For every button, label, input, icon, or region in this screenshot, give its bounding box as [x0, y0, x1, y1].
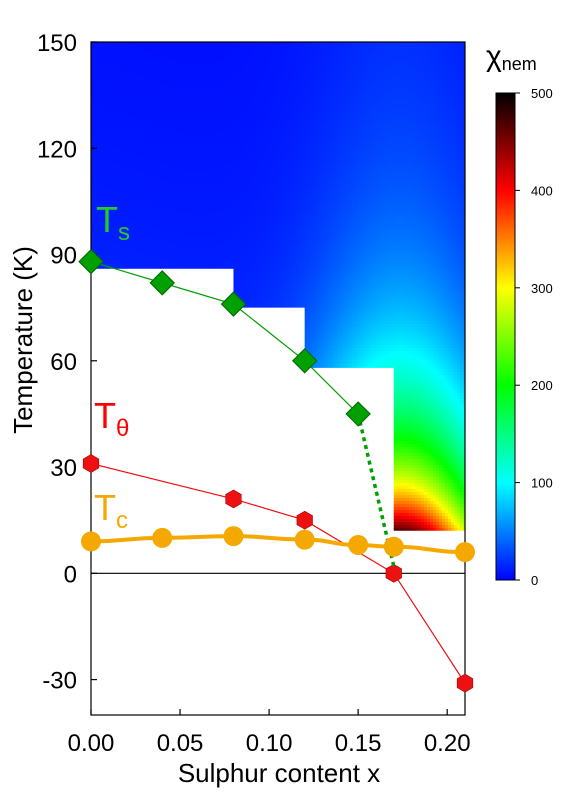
data-point-hexagon: [385, 563, 402, 583]
series-Tθ: [82, 454, 474, 693]
series-line: [90, 534, 466, 555]
x-tick-label: 0.05: [157, 730, 204, 757]
x-tick-label: 0.15: [335, 730, 382, 757]
colorbar-title-main: χ: [486, 40, 502, 73]
colorbar-title: χnem: [486, 40, 537, 74]
x-axis-title: Sulphur content x: [178, 758, 380, 788]
colorbar-gradient: [495, 92, 516, 581]
data-point-circle: [455, 542, 475, 563]
data-point-hexagon: [82, 454, 100, 473]
colorbar: χnem 0 100 200 300 400 500: [486, 40, 553, 588]
x-tick-label: 0.00: [68, 730, 115, 757]
data-point-circle: [383, 536, 404, 557]
nematic-susceptibility-heatmap: [91, 42, 465, 531]
data-point-circle: [81, 531, 101, 552]
series-Tc: [81, 526, 475, 563]
series-label-Tc: Tc: [94, 487, 128, 534]
data-point-diamond: [78, 248, 104, 275]
data-point-hexagon: [225, 489, 242, 509]
y-tick-label: 30: [50, 455, 77, 482]
tick-labels: 0.00 0.05 0.10 0.15 0.20 -30 0 30 60 90 120 150: [37, 30, 471, 757]
colorbar-tick-label: 400: [531, 183, 553, 198]
x-tick-label: 0.10: [246, 730, 293, 757]
colorbar-ticks: 0 100 200 300 400 500: [515, 86, 553, 588]
data-point-diamond: [149, 270, 175, 296]
x-tick-label: 0.20: [424, 730, 471, 757]
colorbar-tick-label: 300: [531, 281, 553, 296]
data-point-diamond: [220, 291, 247, 317]
data-point-circle: [348, 534, 369, 555]
data-point-hexagon: [456, 673, 474, 693]
data-point-diamond: [345, 401, 371, 427]
series-label-Tθ: Tθ: [94, 395, 129, 442]
colorbar-tick-label: 200: [531, 378, 553, 393]
series-label-Ts: Ts: [96, 199, 130, 246]
plot-frame: [90, 41, 466, 716]
y-tick-label: 120: [37, 136, 77, 163]
data-point-hexagon: [296, 510, 313, 530]
axes: [90, 41, 466, 716]
colorbar-tick-label: 0: [531, 573, 538, 588]
y-tick-label: 150: [37, 30, 77, 57]
y-tick-label: 0: [64, 561, 77, 588]
y-tick-label: 60: [50, 349, 77, 376]
y-tick-label: -30: [42, 668, 77, 695]
colorbar-tick-label: 100: [531, 476, 553, 491]
y-tick-label: 90: [50, 243, 77, 270]
y-axis-title: Temperature (K): [8, 246, 38, 434]
data-point-circle: [152, 527, 173, 548]
data-point-circle: [294, 529, 315, 550]
data-point-diamond: [292, 348, 318, 374]
colorbar-tick-label: 500: [531, 86, 553, 101]
colorbar-title-sub: nem: [502, 54, 537, 74]
series-labels: Ts Tθ Tc: [94, 199, 130, 534]
data-point-circle: [223, 526, 244, 547]
data-series: [78, 248, 475, 693]
